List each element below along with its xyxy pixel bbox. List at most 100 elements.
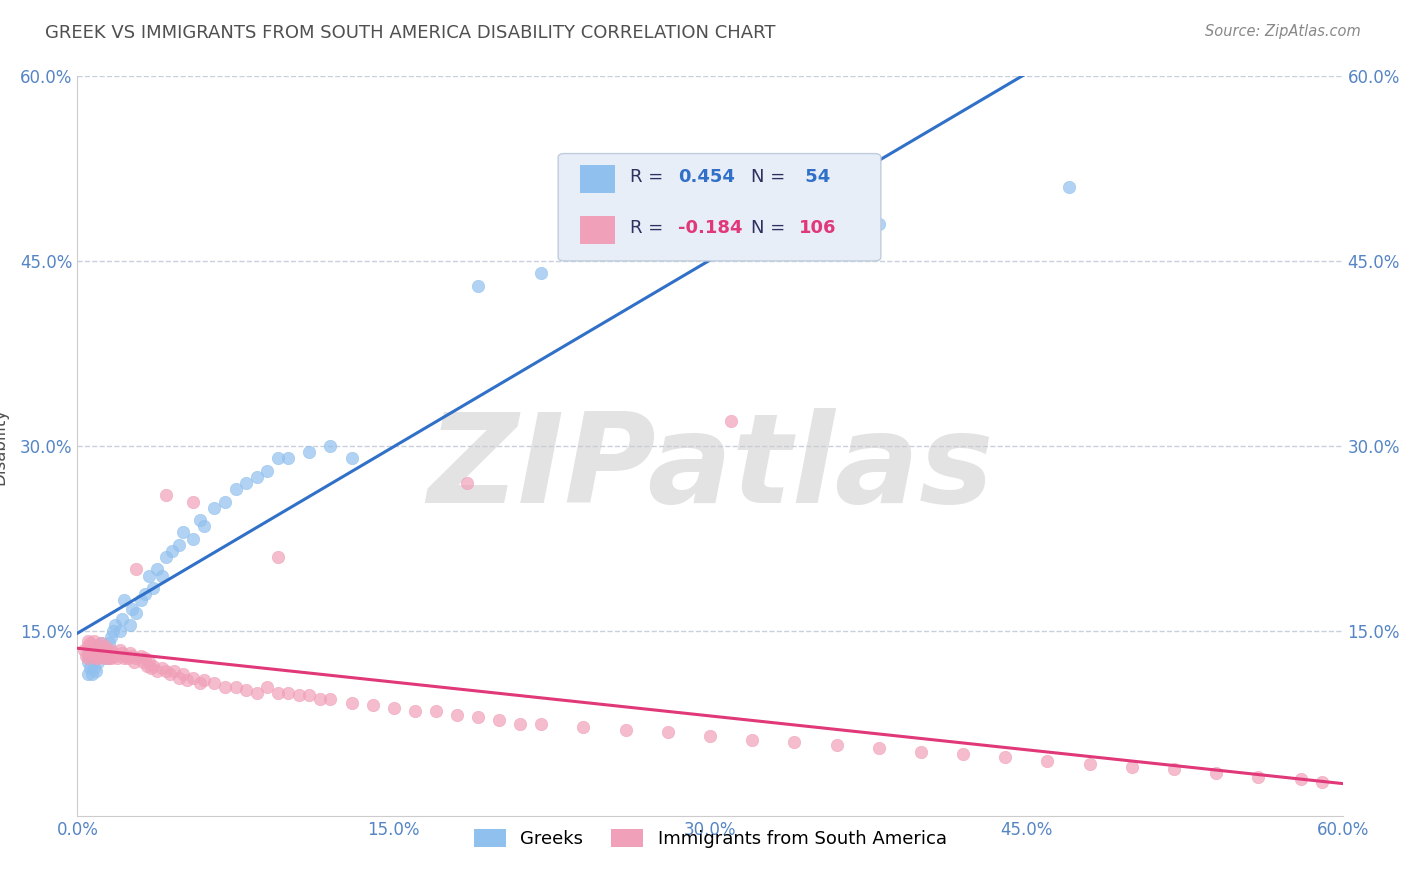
Point xyxy=(256,464,278,478)
Point xyxy=(117,651,139,665)
Point xyxy=(121,602,143,616)
Point xyxy=(82,642,104,657)
Point xyxy=(75,648,97,663)
Point xyxy=(150,568,173,582)
Point xyxy=(100,630,122,644)
Point xyxy=(288,688,311,702)
Text: N =: N = xyxy=(751,169,790,186)
Point xyxy=(530,716,553,731)
Text: R =: R = xyxy=(630,169,669,186)
Point xyxy=(98,636,120,650)
Point xyxy=(614,723,637,737)
Point xyxy=(488,713,510,727)
Text: GREEK VS IMMIGRANTS FROM SOUTH AMERICA DISABILITY CORRELATION CHART: GREEK VS IMMIGRANTS FROM SOUTH AMERICA D… xyxy=(45,24,776,42)
Point xyxy=(188,676,211,690)
Point xyxy=(132,655,155,669)
Point xyxy=(129,593,152,607)
Point xyxy=(83,646,105,660)
Point xyxy=(76,651,98,665)
Point xyxy=(155,664,177,678)
Point xyxy=(1310,774,1333,789)
Point xyxy=(112,651,135,665)
Text: N =: N = xyxy=(751,219,790,237)
Point xyxy=(256,680,278,694)
Point xyxy=(87,639,110,653)
Point xyxy=(277,451,299,466)
Point xyxy=(124,655,146,669)
Point xyxy=(79,642,101,657)
Point xyxy=(111,612,132,626)
Point xyxy=(741,732,763,747)
Point xyxy=(361,698,384,712)
Point xyxy=(146,664,169,678)
Point xyxy=(111,646,132,660)
Point xyxy=(121,648,143,663)
Point xyxy=(86,651,108,665)
Point xyxy=(138,568,160,582)
Point xyxy=(467,710,489,724)
Point xyxy=(100,642,122,657)
Point xyxy=(120,646,141,660)
Point xyxy=(91,648,114,663)
Point xyxy=(76,639,98,653)
Point xyxy=(699,729,721,743)
Point xyxy=(91,642,114,657)
Point xyxy=(82,651,104,665)
Point xyxy=(162,544,183,558)
Point xyxy=(1057,179,1080,194)
Point xyxy=(204,676,226,690)
Text: R =: R = xyxy=(630,219,669,237)
Point xyxy=(90,642,111,657)
Point xyxy=(319,439,342,453)
Point xyxy=(467,278,489,293)
Text: 54: 54 xyxy=(799,169,830,186)
Point xyxy=(193,673,215,688)
Point xyxy=(720,414,742,428)
Text: 0.454: 0.454 xyxy=(679,169,735,186)
Point xyxy=(457,475,479,490)
Point xyxy=(93,651,115,665)
Point xyxy=(783,735,806,749)
Point xyxy=(142,658,165,673)
Point xyxy=(309,692,332,706)
Point xyxy=(134,651,156,665)
Point xyxy=(298,688,321,702)
Point xyxy=(246,686,269,700)
Point xyxy=(76,634,98,648)
Point xyxy=(96,648,118,663)
Text: Source: ZipAtlas.com: Source: ZipAtlas.com xyxy=(1205,24,1361,39)
Bar xyxy=(579,165,616,193)
Point xyxy=(382,700,405,714)
Point xyxy=(1163,762,1185,776)
Point xyxy=(93,642,115,657)
Point xyxy=(1205,766,1227,780)
Point xyxy=(90,636,111,650)
Point xyxy=(76,667,98,681)
Point xyxy=(125,606,148,620)
Point xyxy=(90,636,111,650)
Point xyxy=(115,648,138,663)
Point xyxy=(76,655,98,669)
Point xyxy=(167,671,190,685)
Point xyxy=(141,661,163,675)
Text: ZIPatlas: ZIPatlas xyxy=(427,408,993,529)
Point xyxy=(183,671,205,685)
Point xyxy=(91,648,114,663)
Point xyxy=(87,651,110,665)
Point xyxy=(79,661,101,675)
Point xyxy=(108,642,131,657)
Bar xyxy=(579,216,616,244)
Point xyxy=(657,725,679,739)
Point xyxy=(82,639,104,653)
Point xyxy=(125,651,148,665)
Point xyxy=(176,673,198,688)
Point xyxy=(298,445,321,459)
Point xyxy=(155,488,177,502)
Point xyxy=(167,538,190,552)
Point xyxy=(172,667,194,681)
Point xyxy=(136,658,159,673)
Point xyxy=(188,513,211,527)
Point xyxy=(138,655,160,669)
Point xyxy=(246,470,269,484)
Point xyxy=(267,686,290,700)
